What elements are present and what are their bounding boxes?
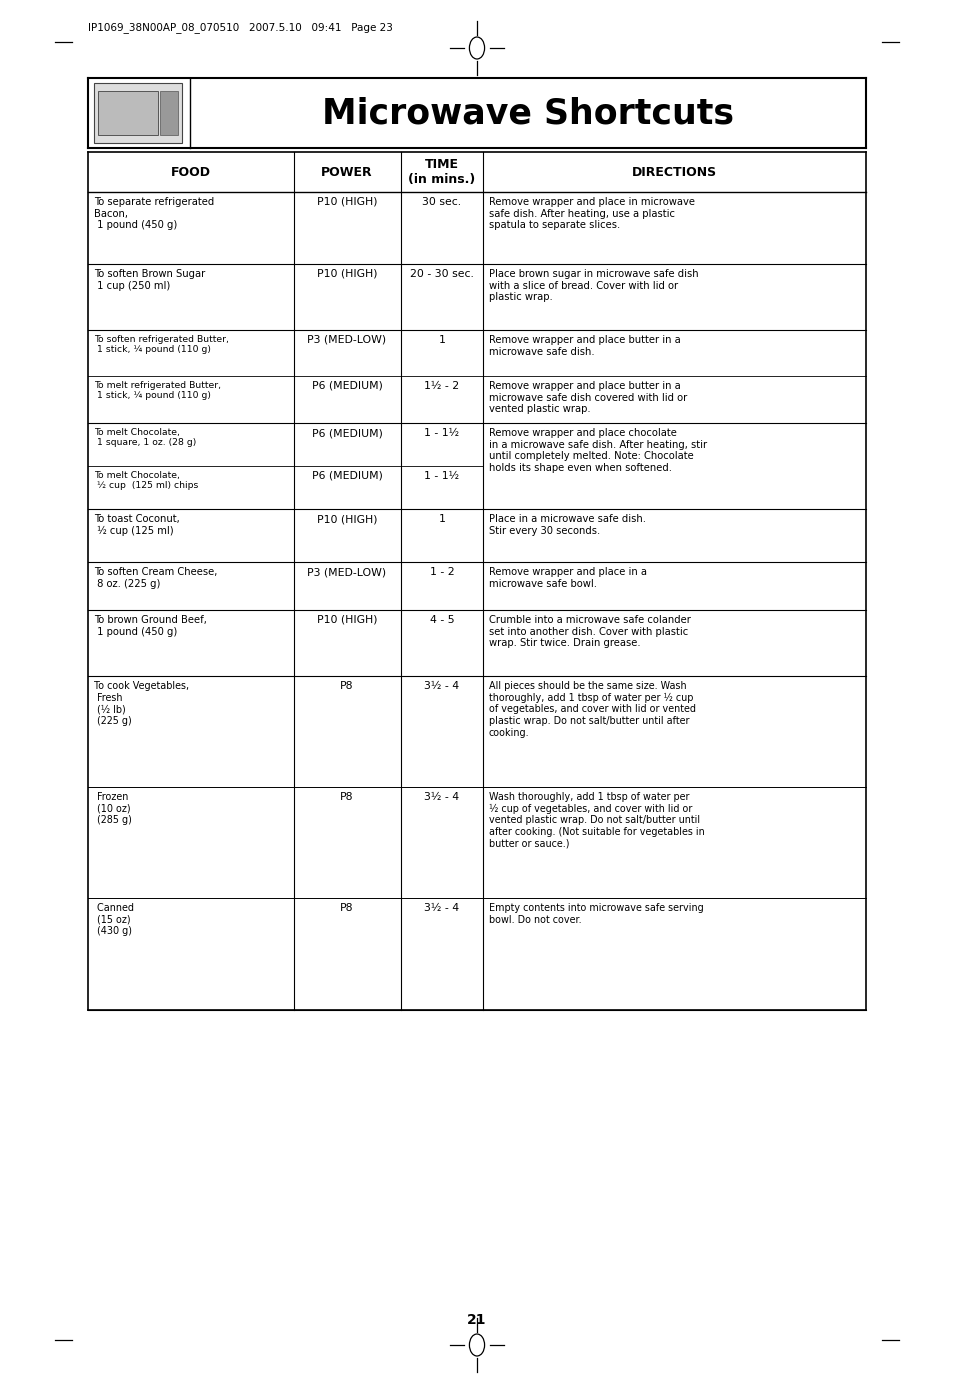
Text: 30 sec.: 30 sec.: [422, 196, 461, 207]
Text: Frozen
 (10 oz)
 (285 g): Frozen (10 oz) (285 g): [94, 792, 132, 826]
Text: FOOD: FOOD: [171, 166, 211, 178]
Text: P6 (MEDIUM): P6 (MEDIUM): [312, 472, 382, 481]
Text: P3 (MED-LOW): P3 (MED-LOW): [307, 567, 386, 577]
FancyBboxPatch shape: [160, 91, 178, 136]
Text: 1: 1: [438, 335, 445, 344]
Text: To toast Coconut,
 ½ cup (125 ml): To toast Coconut, ½ cup (125 ml): [94, 514, 179, 535]
Text: 1 - 2: 1 - 2: [429, 567, 454, 577]
Text: To brown Ground Beef,
 1 pound (450 g): To brown Ground Beef, 1 pound (450 g): [94, 615, 207, 636]
Text: To melt refrigerated Butter,
 1 stick, ¼ pound (110 g): To melt refrigerated Butter, 1 stick, ¼ …: [94, 380, 221, 401]
Text: DIRECTIONS: DIRECTIONS: [631, 166, 716, 178]
Text: 3½ - 4: 3½ - 4: [424, 792, 459, 802]
Text: 21: 21: [467, 1312, 486, 1328]
Text: 4 - 5: 4 - 5: [429, 615, 454, 625]
Text: Place brown sugar in microwave safe dish
with a slice of bread. Cover with lid o: Place brown sugar in microwave safe dish…: [489, 270, 698, 303]
Text: P6 (MEDIUM): P6 (MEDIUM): [312, 380, 382, 391]
Text: 1: 1: [438, 514, 445, 524]
Text: To soften Brown Sugar
 1 cup (250 ml): To soften Brown Sugar 1 cup (250 ml): [94, 270, 205, 290]
Text: P3 (MED-LOW): P3 (MED-LOW): [307, 335, 386, 344]
Text: Place in a microwave safe dish.
Stir every 30 seconds.: Place in a microwave safe dish. Stir eve…: [489, 514, 645, 535]
Text: TIME
(in mins.): TIME (in mins.): [408, 158, 476, 185]
FancyBboxPatch shape: [98, 91, 158, 136]
Text: P10 (HIGH): P10 (HIGH): [316, 514, 376, 524]
Text: 3½ - 4: 3½ - 4: [424, 903, 459, 913]
Text: Remove wrapper and place butter in a
microwave safe dish covered with lid or
ven: Remove wrapper and place butter in a mic…: [489, 380, 686, 414]
Text: 1 - 1½: 1 - 1½: [424, 427, 459, 438]
Text: P8: P8: [340, 680, 354, 692]
Text: To cook Vegetables,
 Fresh
 (½ lb)
 (225 g): To cook Vegetables, Fresh (½ lb) (225 g): [94, 680, 189, 726]
Text: Remove wrapper and place chocolate
in a microwave safe dish. After heating, stir: Remove wrapper and place chocolate in a …: [489, 427, 706, 473]
Text: Microwave Shortcuts: Microwave Shortcuts: [322, 95, 733, 130]
Text: 1 - 1½: 1 - 1½: [424, 472, 459, 481]
Text: P10 (HIGH): P10 (HIGH): [316, 615, 376, 625]
Text: P10 (HIGH): P10 (HIGH): [316, 196, 376, 207]
Text: Canned
 (15 oz)
 (430 g): Canned (15 oz) (430 g): [94, 903, 133, 936]
Text: POWER: POWER: [321, 166, 373, 178]
Text: To soften refrigerated Butter,
 1 stick, ¼ pound (110 g): To soften refrigerated Butter, 1 stick, …: [94, 335, 229, 354]
Text: Wash thoroughly, add 1 tbsp of water per
½ cup of vegetables, and cover with lid: Wash thoroughly, add 1 tbsp of water per…: [489, 792, 704, 849]
Text: To melt Chocolate,
 ½ cup  (125 ml) chips: To melt Chocolate, ½ cup (125 ml) chips: [94, 472, 198, 491]
Text: P10 (HIGH): P10 (HIGH): [316, 270, 376, 279]
FancyBboxPatch shape: [94, 83, 182, 142]
Text: 20 - 30 sec.: 20 - 30 sec.: [410, 270, 474, 279]
Text: To melt Chocolate,
 1 square, 1 oz. (28 g): To melt Chocolate, 1 square, 1 oz. (28 g…: [94, 427, 196, 447]
Text: All pieces should be the same size. Wash
thoroughly, add 1 tbsp of water per ½ c: All pieces should be the same size. Wash…: [489, 680, 696, 737]
Text: Remove wrapper and place in a
microwave safe bowl.: Remove wrapper and place in a microwave …: [489, 567, 646, 589]
Text: P8: P8: [340, 792, 354, 802]
Text: 1½ - 2: 1½ - 2: [424, 380, 459, 391]
Text: Remove wrapper and place in microwave
safe dish. After heating, use a plastic
sp: Remove wrapper and place in microwave sa…: [489, 196, 695, 230]
Text: IP1069_38N00AP_08_070510   2007.5.10   09:41   Page 23: IP1069_38N00AP_08_070510 2007.5.10 09:41…: [88, 22, 393, 33]
Text: 3½ - 4: 3½ - 4: [424, 680, 459, 692]
Text: Remove wrapper and place butter in a
microwave safe dish.: Remove wrapper and place butter in a mic…: [489, 335, 680, 357]
Text: P6 (MEDIUM): P6 (MEDIUM): [312, 427, 382, 438]
Text: Crumble into a microwave safe colander
set into another dish. Cover with plastic: Crumble into a microwave safe colander s…: [489, 615, 690, 649]
Text: Empty contents into microwave safe serving
bowl. Do not cover.: Empty contents into microwave safe servi…: [489, 903, 703, 925]
Text: To separate refrigerated
Bacon,
 1 pound (450 g): To separate refrigerated Bacon, 1 pound …: [94, 196, 214, 230]
Text: To soften Cream Cheese,
 8 oz. (225 g): To soften Cream Cheese, 8 oz. (225 g): [94, 567, 217, 589]
Text: P8: P8: [340, 903, 354, 913]
